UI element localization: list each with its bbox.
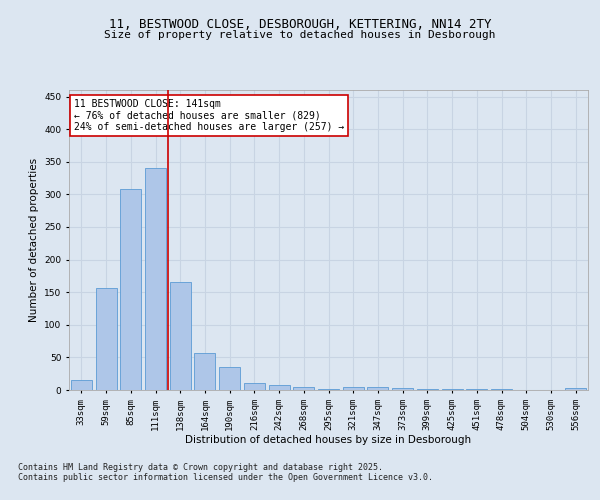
Bar (565, 388, 586, 390)
Bar (95, 288, 116, 390)
Text: 11 BESTWOOD CLOSE: 141sqm
← 76% of detached houses are smaller (829)
24% of semi: 11 BESTWOOD CLOSE: 141sqm ← 76% of detac… (74, 99, 344, 132)
Bar (170, 282, 191, 390)
Text: 11, BESTWOOD CLOSE, DESBOROUGH, KETTERING, NN14 2TY: 11, BESTWOOD CLOSE, DESBOROUGH, KETTERIN… (109, 18, 491, 30)
Text: Size of property relative to detached houses in Desborough: Size of property relative to detached ho… (104, 30, 496, 40)
Y-axis label: Number of detached properties: Number of detached properties (29, 158, 38, 322)
Bar (293, 386, 314, 390)
Bar (145, 168, 166, 390)
Bar (244, 384, 265, 390)
Bar (392, 388, 413, 390)
Bar (120, 189, 141, 390)
Bar (219, 367, 240, 390)
Bar (269, 385, 290, 390)
Bar (343, 386, 364, 390)
Bar (71, 380, 92, 390)
X-axis label: Distribution of detached houses by size in Desborough: Distribution of detached houses by size … (185, 436, 472, 446)
Text: Contains HM Land Registry data © Crown copyright and database right 2025.
Contai: Contains HM Land Registry data © Crown c… (18, 462, 433, 482)
Bar (194, 353, 215, 390)
Bar (367, 388, 388, 390)
